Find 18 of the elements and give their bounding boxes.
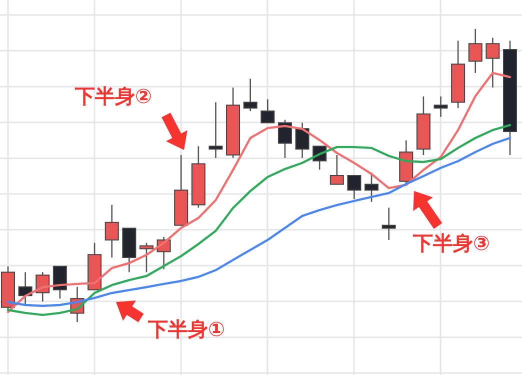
candlestick xyxy=(330,154,344,185)
candlestick xyxy=(468,28,482,74)
candlestick xyxy=(243,78,258,112)
candlestick xyxy=(260,98,275,124)
candlestick xyxy=(434,96,448,118)
candlestick xyxy=(295,122,310,159)
candlestick xyxy=(347,174,362,200)
candlestick xyxy=(139,242,154,273)
candlestick xyxy=(364,172,379,203)
candlestick xyxy=(382,207,396,241)
annotation: 下半身② xyxy=(74,84,152,108)
candlestick xyxy=(52,266,67,300)
annotation: 下半身① xyxy=(147,317,225,341)
candlestick xyxy=(278,119,292,159)
candlestick xyxy=(104,204,119,258)
annotation: 下半身③ xyxy=(412,231,490,255)
candlestick xyxy=(208,102,223,159)
candlestick xyxy=(486,37,500,88)
